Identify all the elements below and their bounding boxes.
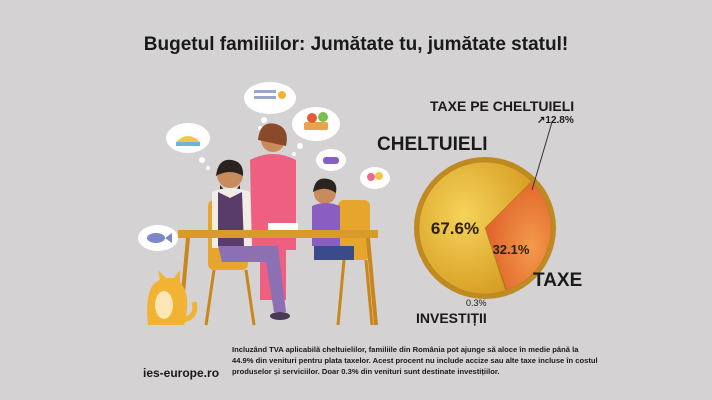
thought-bubble-receipt [244, 82, 296, 130]
slice-label-cheltuieli: 67.6% [431, 219, 479, 238]
thought-bubble-gamepad [316, 149, 346, 171]
slice-label-taxe: 32.1% [493, 242, 530, 257]
label-investitii: INVESTIȚII [416, 310, 487, 326]
taxe-pe-cheltuieli-leader [531, 121, 553, 191]
footnote: Incluzând TVA aplicabilă cheltuielilor, … [232, 345, 598, 376]
thought-bubble-vacation [166, 123, 210, 170]
site-link[interactable]: ies-europe.ro [143, 366, 220, 380]
label-investitii-value: 0.3% [466, 298, 487, 308]
family-illustration [138, 82, 390, 326]
thought-bubble-food [292, 107, 340, 156]
pie-slice-cheltuieli [418, 161, 533, 295]
label-taxe-pe-cheltuieli-value: ↗12.8% [537, 115, 574, 126]
thought-bubble-fish [138, 225, 178, 251]
label-taxe-pe-cheltuieli: TAXE PE CHELTUIELI [430, 98, 575, 114]
thought-bubble-flowers [360, 167, 390, 189]
pie-slice-taxe [484, 180, 552, 291]
page-title: Bugetul familiilor: Jumătate tu, jumătat… [143, 34, 569, 55]
label-taxe: TAXE [533, 270, 583, 291]
label-cheltuieli: CHELTUIELI [377, 134, 488, 155]
